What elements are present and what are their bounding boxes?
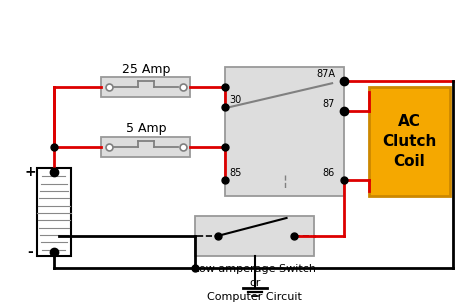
Text: 86: 86	[322, 168, 335, 178]
Text: 25 Amp: 25 Amp	[122, 63, 170, 76]
Text: 87: 87	[322, 99, 335, 109]
Bar	[225, 67, 344, 196]
Bar	[195, 216, 314, 256]
Text: Low amperage Switch
or
Computer Circuit: Low amperage Switch or Computer Circuit	[193, 264, 316, 302]
Bar	[37, 169, 71, 256]
Bar	[369, 87, 450, 196]
Text: +: +	[24, 165, 36, 179]
Text: 5 Amp: 5 Amp	[126, 122, 166, 135]
Text: -: -	[27, 245, 33, 259]
Text: 30: 30	[229, 95, 241, 105]
Text: 85: 85	[229, 168, 241, 178]
Text: 87A: 87A	[316, 69, 335, 79]
Bar	[101, 77, 191, 97]
Bar	[101, 137, 191, 157]
Text: AC
Clutch
Coil: AC Clutch Coil	[382, 115, 437, 169]
